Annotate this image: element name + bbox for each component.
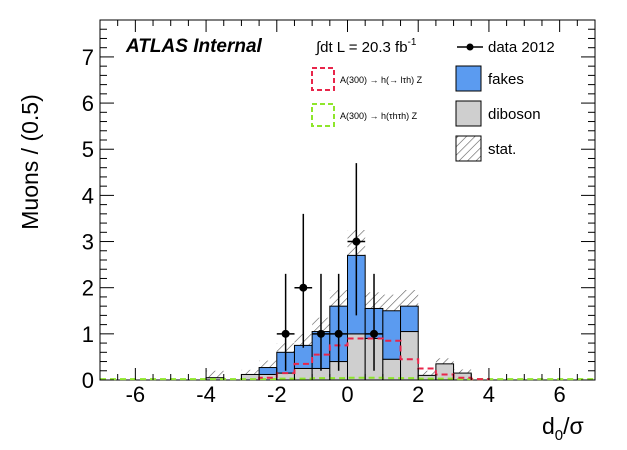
x-axis-title: d0/σ — [542, 413, 584, 444]
legend-item-signal-lhZ: A(300) → h(→ lτh) Z — [311, 67, 423, 91]
luminosity-label: ∫dt L = 20.3 fb-1 — [315, 37, 417, 56]
data-points — [276, 163, 383, 371]
legend-item-stat: stat. — [455, 135, 516, 162]
y-tick-label-3: 3 — [82, 230, 94, 255]
bar-diboson-12 — [435, 363, 455, 381]
y-axis-title: Muons / (0.5) — [17, 94, 43, 230]
y-tick-label-7: 7 — [82, 45, 94, 70]
luminosity-sup: -1 — [408, 37, 417, 48]
signal-tautauZ-histogram — [100, 376, 595, 381]
x-tick-label-4: 2 — [412, 382, 424, 407]
legend-label-signal-tautauZ: A(300) → h(τhτh) Z — [340, 111, 418, 121]
luminosity-text: ∫dt L = 20.3 fb — [315, 39, 408, 56]
legend-swatch-stat — [455, 135, 482, 162]
bar-fakes-2 — [258, 367, 278, 375]
legend-label-fakes: fakes — [488, 71, 524, 88]
x-axis-title-sub: 0 — [555, 427, 563, 444]
stat-band-0 — [206, 370, 224, 380]
legend-swatch-signal-tautauZ — [311, 103, 335, 127]
x-tick-label-2: -2 — [267, 382, 287, 407]
data-point-3 — [334, 329, 343, 338]
legend-item-fakes: fakes — [455, 65, 524, 92]
data-point-5 — [370, 329, 379, 338]
y-tick-label-2: 2 — [82, 276, 94, 301]
y-tick-label-5: 5 — [82, 137, 94, 162]
data-point-4 — [352, 237, 361, 246]
axes: -6 -4 -2 0 2 4 6 0 1 2 3 4 5 6 7 — [82, 20, 596, 407]
legend-label-stat: stat. — [488, 141, 516, 158]
bar-fakes-4 — [293, 344, 313, 369]
x-tick-label-6: 6 — [554, 382, 566, 407]
x-tick-label-0: -6 — [126, 382, 146, 407]
data-point-1 — [299, 283, 308, 292]
x-axis-title-main: d — [542, 413, 555, 439]
legend: data 2012 A(300) → h(→ lτh) Z A(300) → h… — [311, 39, 555, 162]
x-tick-label-1: -4 — [196, 382, 216, 407]
bar-diboson-9 — [382, 358, 402, 381]
bar-diboson-7 — [347, 333, 366, 381]
y-tick-label-4: 4 — [82, 183, 94, 208]
y-tick-label-0: 0 — [82, 368, 94, 393]
y-tick-label-6: 6 — [82, 91, 94, 116]
legend-item-signal-tautauZ: A(300) → h(τhτh) Z — [311, 103, 418, 127]
bar-diboson-10 — [400, 331, 419, 381]
legend-label-data: data 2012 — [488, 39, 555, 56]
legend-label-diboson: diboson — [488, 106, 541, 123]
legend-swatch-signal-lhZ — [311, 67, 335, 91]
y-tick-label-1: 1 — [82, 322, 94, 347]
legend-item-data: data 2012 — [457, 39, 555, 56]
x-tick-label-3: 0 — [341, 382, 353, 407]
data-point-2 — [316, 329, 325, 338]
bar-fakes-10 — [400, 305, 419, 333]
legend-item-diboson: diboson — [455, 100, 541, 127]
legend-swatch-fakes — [455, 65, 482, 92]
bar-fakes-9 — [382, 310, 402, 360]
data-point-0 — [281, 329, 290, 338]
x-tick-label-5: 4 — [483, 382, 495, 407]
atlas-label: ATLAS Internal — [125, 36, 263, 57]
legend-swatch-diboson — [455, 100, 482, 127]
legend-label-signal-lhZ: A(300) → h(→ lτh) Z — [340, 75, 423, 85]
x-axis-title-suffix: /σ — [563, 413, 584, 439]
